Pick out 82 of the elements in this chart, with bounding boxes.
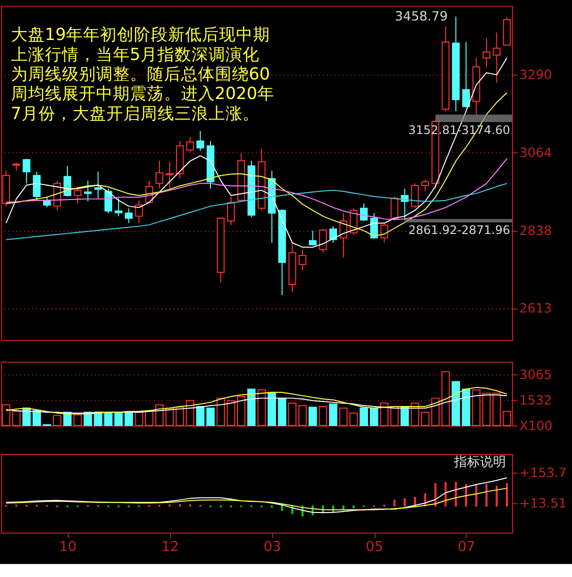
bar: [114, 412, 123, 426]
candlestick: [380, 222, 388, 244]
bar: [53, 415, 62, 426]
bar: [502, 410, 512, 426]
y-tick-label: 2613: [519, 302, 552, 317]
bar: [482, 392, 491, 426]
y-tick-label: 3065: [519, 368, 552, 384]
candlestick: [74, 188, 82, 204]
bar: [441, 371, 450, 426]
candlestick: [32, 171, 41, 201]
bar: [226, 400, 236, 426]
bar: [318, 406, 328, 426]
bar: [257, 389, 266, 426]
candlestick: [94, 171, 102, 199]
bar: [124, 412, 133, 426]
line-series: [6, 386, 508, 414]
candlestick: [84, 180, 92, 202]
candlestick: [166, 161, 174, 190]
candlestick: [492, 32, 501, 84]
bar: [237, 396, 246, 426]
candlestick: [124, 208, 133, 224]
bar: [472, 389, 480, 426]
candlestick: [227, 196, 235, 226]
candlestick: [421, 179, 430, 192]
bar: [206, 408, 215, 426]
candlestick: [186, 136, 194, 153]
bar: [360, 408, 368, 426]
bar: [298, 405, 307, 426]
bar: [400, 406, 409, 426]
candlestick: [482, 38, 490, 68]
candlestick: [411, 182, 419, 209]
band-label: 2861.92-2871.96: [408, 223, 510, 238]
candlestick: [390, 196, 398, 220]
bar: [349, 412, 358, 426]
x-tick-label: 05: [366, 538, 384, 555]
bar: [380, 402, 388, 426]
line-series: [6, 394, 508, 414]
x-tick-label: 10: [59, 538, 77, 555]
annotation: 3458.79: [394, 10, 448, 25]
bar: [196, 406, 204, 426]
bar: [278, 398, 286, 426]
bar: [186, 400, 194, 426]
bar: [288, 402, 296, 426]
candlestick: [340, 212, 348, 258]
bar: [308, 406, 317, 426]
line-series: [6, 182, 508, 240]
bar: [492, 392, 501, 426]
candlestick: [462, 42, 470, 108]
bar: [462, 388, 470, 426]
bar: [73, 414, 82, 426]
candlestick: [298, 249, 306, 271]
bar: [268, 392, 276, 426]
bar: [216, 398, 225, 426]
line-series: [6, 477, 508, 514]
y-tick-label: 2838: [519, 224, 552, 240]
candlestick: [319, 228, 327, 253]
x-tick-label: 07: [458, 538, 476, 555]
bar: [329, 403, 338, 426]
bar: [134, 412, 144, 426]
candlestick: [114, 198, 122, 217]
candlestick: [196, 130, 204, 152]
x-tick-label: 03: [264, 538, 282, 555]
y-tick-label: 3064: [519, 146, 552, 162]
bar: [339, 408, 348, 426]
candlestick: [308, 230, 317, 246]
bar: [370, 408, 378, 426]
candlestick: [156, 160, 164, 190]
bar: [452, 381, 460, 426]
candlestick: [22, 158, 30, 184]
annotation: 指标说明: [453, 454, 506, 470]
y-tick-label: 3290: [519, 68, 552, 84]
y-tick-label: +13.51: [519, 496, 567, 512]
y-tick-label: +153.7: [519, 466, 567, 481]
y-tick-label: X100: [519, 418, 553, 434]
x-tick-label: 12: [161, 538, 179, 555]
bar: [247, 388, 256, 426]
candlestick: [135, 200, 143, 224]
candlestick: [64, 165, 72, 198]
annotation: 大盘19年年初创阶段新低后现中期上涨行情，当年5月指数深调演化为周线级别调整。随后总体围绕60周均线展开中期震荡。进入2020年7月份，大盘开启周线三浪上涨。: [10, 24, 274, 123]
bar: [32, 410, 41, 426]
y-tick-label: 1532: [519, 394, 552, 409]
line-series: [6, 488, 508, 510]
